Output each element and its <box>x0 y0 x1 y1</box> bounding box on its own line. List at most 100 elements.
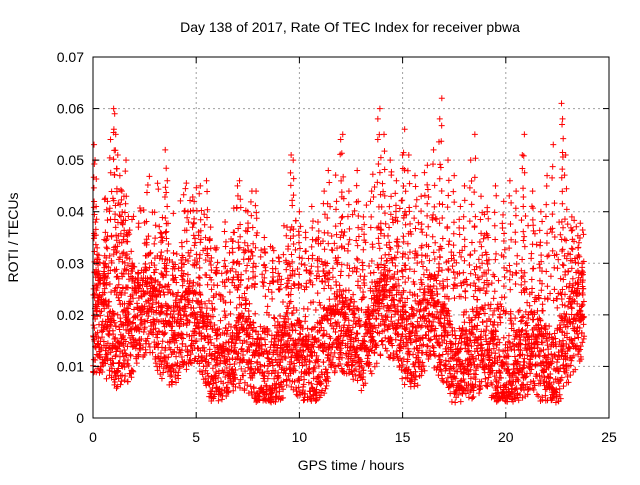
data-point <box>372 184 378 190</box>
data-point <box>457 232 463 238</box>
data-point <box>522 244 528 250</box>
data-point <box>520 194 526 200</box>
data-point <box>446 177 452 183</box>
data-point <box>226 250 232 256</box>
data-point <box>159 344 165 350</box>
data-point <box>472 248 478 254</box>
data-point <box>371 270 377 276</box>
data-point <box>309 244 315 250</box>
data-point <box>518 282 524 288</box>
data-point <box>478 193 484 199</box>
data-point <box>424 182 430 188</box>
data-point <box>439 188 445 194</box>
data-point <box>401 183 407 189</box>
data-point <box>262 342 268 348</box>
data-point <box>208 245 214 251</box>
data-point <box>207 346 213 352</box>
data-point <box>458 254 464 260</box>
data-point <box>227 299 233 305</box>
data-point <box>288 152 294 158</box>
data-point <box>546 252 552 258</box>
data-point <box>354 256 360 262</box>
data-point <box>573 224 579 230</box>
data-point <box>437 254 443 260</box>
data-point <box>388 193 394 199</box>
data-point <box>461 258 467 264</box>
data-point <box>421 170 427 176</box>
data-point <box>461 214 467 220</box>
data-point <box>501 231 507 237</box>
data-point <box>97 313 103 319</box>
data-point <box>288 182 294 188</box>
data-point <box>227 289 233 295</box>
data-point <box>117 173 123 179</box>
data-point <box>241 386 247 392</box>
data-point <box>462 295 468 301</box>
data-point <box>418 277 424 283</box>
data-point <box>262 293 268 299</box>
data-point <box>298 261 304 267</box>
data-point <box>235 245 241 251</box>
data-point <box>399 254 405 260</box>
data-point <box>144 190 150 196</box>
data-point <box>151 241 157 247</box>
data-point <box>439 215 445 221</box>
data-point <box>356 234 362 240</box>
data-point <box>263 268 269 274</box>
data-point <box>320 359 326 365</box>
data-point <box>358 388 364 394</box>
data-point <box>469 240 475 246</box>
data-point <box>207 258 213 264</box>
data-point <box>346 273 352 279</box>
data-point <box>480 319 486 325</box>
data-point <box>512 229 518 235</box>
data-point <box>434 216 440 222</box>
data-point <box>397 206 403 212</box>
data-point <box>386 204 392 210</box>
data-point <box>191 216 197 222</box>
data-point <box>159 271 165 277</box>
data-point <box>253 210 259 216</box>
data-point <box>521 153 527 159</box>
data-point <box>215 398 221 404</box>
data-point <box>269 296 275 302</box>
data-point <box>334 232 340 238</box>
data-point <box>415 220 421 226</box>
data-point <box>354 183 360 189</box>
data-point <box>520 185 526 191</box>
data-point <box>190 224 196 230</box>
data-point <box>328 316 334 322</box>
data-point <box>183 366 189 372</box>
data-point <box>112 111 118 117</box>
data-point <box>492 223 498 229</box>
data-point <box>402 279 408 285</box>
data-point <box>436 353 442 359</box>
data-point <box>502 274 508 280</box>
data-point <box>377 245 383 251</box>
data-point <box>333 172 339 178</box>
data-point <box>492 288 498 294</box>
data-point <box>369 188 375 194</box>
data-point <box>128 248 134 254</box>
data-point <box>310 218 316 224</box>
data-point <box>405 275 411 281</box>
data-point <box>424 343 430 349</box>
data-point <box>515 309 521 315</box>
data-point <box>303 235 309 241</box>
data-point <box>113 323 119 329</box>
data-point <box>368 198 374 204</box>
data-point <box>276 259 282 265</box>
data-point <box>158 239 164 245</box>
data-point <box>462 183 468 189</box>
data-point <box>377 353 383 359</box>
data-point <box>375 161 381 167</box>
data-point <box>340 131 346 137</box>
data-point <box>202 222 208 228</box>
data-point <box>129 216 135 222</box>
data-point <box>424 201 430 207</box>
data-point <box>467 185 473 191</box>
data-point <box>291 176 297 182</box>
data-point <box>293 327 299 333</box>
data-point <box>451 219 457 225</box>
